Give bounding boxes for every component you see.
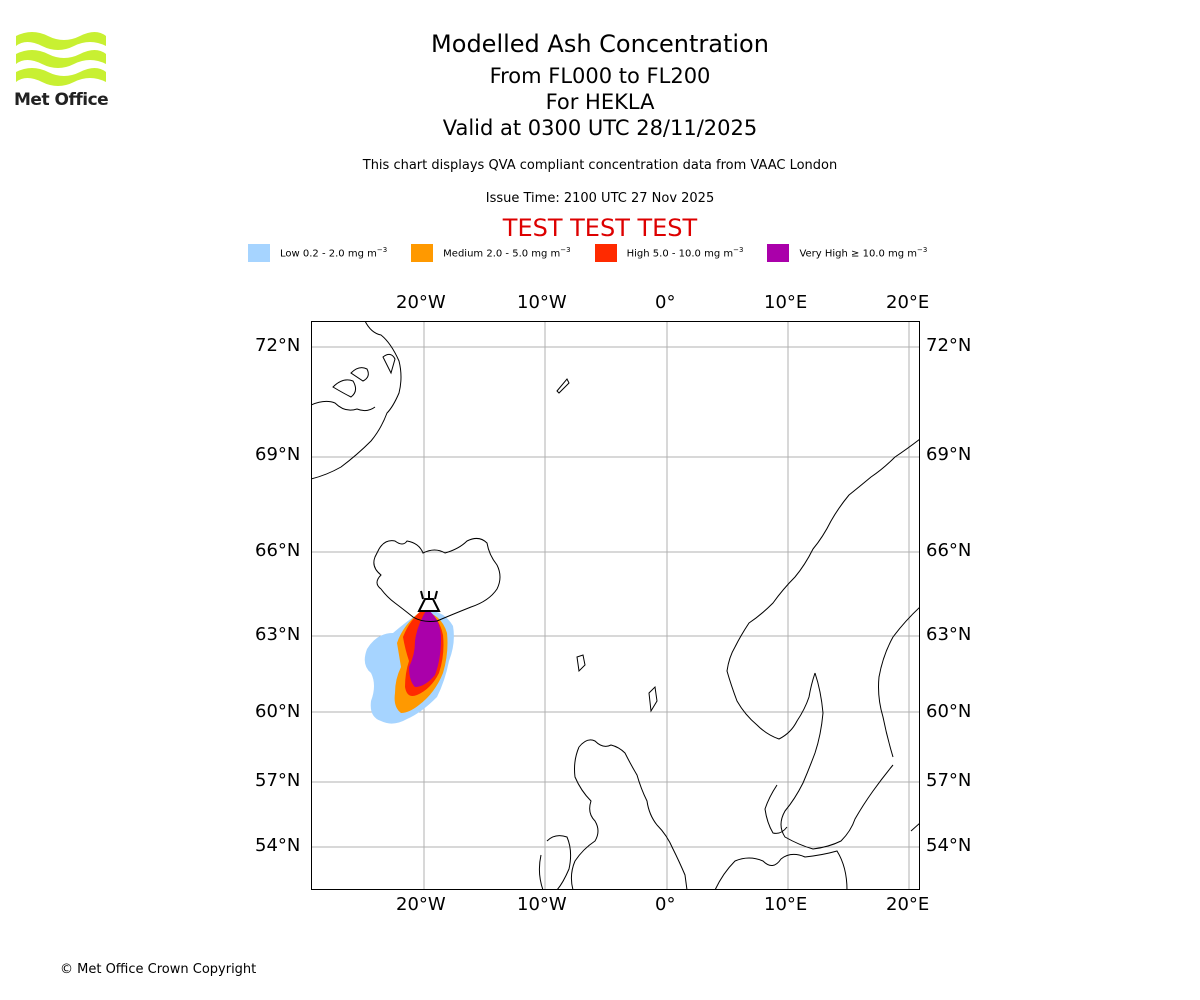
met-office-logo bbox=[14, 30, 108, 112]
ash-map bbox=[311, 321, 920, 890]
lat-tick-right-63n: 63°N bbox=[926, 624, 972, 645]
lat-tick-right-72n: 72°N bbox=[926, 335, 972, 356]
great-britain-coast bbox=[578, 739, 688, 890]
ash-plume bbox=[364, 609, 454, 724]
lon-tick-top-20e: 20°E bbox=[886, 292, 930, 313]
legend-item-high: High 5.0 - 10.0 mg m−3 bbox=[594, 244, 743, 262]
lat-tick-left-69n: 69°N bbox=[255, 444, 301, 465]
map-frame bbox=[311, 321, 920, 890]
volcano-icon bbox=[417, 590, 441, 612]
valid-time: Valid at 0300 UTC 28/11/2025 bbox=[442, 116, 758, 140]
ireland-coast bbox=[538, 835, 572, 890]
lat-tick-left-63n: 63°N bbox=[255, 624, 301, 645]
lat-tick-right-54n: 54°N bbox=[926, 835, 972, 856]
map-gridlines bbox=[311, 321, 920, 890]
met-office-logo-text: Met Office bbox=[14, 90, 109, 110]
lat-tick-left-54n: 54°N bbox=[255, 835, 301, 856]
iceland-coast bbox=[373, 537, 501, 622]
chart-title: Modelled Ash Concentration bbox=[431, 30, 769, 58]
legend-swatch-very-high bbox=[767, 244, 790, 262]
sweden-coast bbox=[780, 672, 894, 850]
legend-label-very-high: Very High ≥ 10.0 mg m bbox=[799, 248, 918, 260]
legend-label-medium: Medium 2.0 - 5.0 mg m bbox=[443, 248, 561, 260]
lon-tick-bottom-10w: 10°W bbox=[517, 894, 567, 915]
ash-very-high-area bbox=[409, 609, 441, 687]
lon-tick-bottom-20w: 20°W bbox=[396, 894, 446, 915]
issue-time: Issue Time: 2100 UTC 27 Nov 2025 bbox=[485, 191, 715, 206]
lat-tick-right-60n: 60°N bbox=[926, 701, 972, 722]
test-banner: TEST TEST TEST bbox=[502, 214, 698, 242]
continental-europe-coast bbox=[714, 850, 848, 890]
lon-tick-top-10e: 10°E bbox=[764, 292, 808, 313]
volcano-name: For HEKLA bbox=[545, 90, 655, 114]
legend-item-low: Low 0.2 - 2.0 mg m−3 bbox=[248, 244, 387, 262]
chart-description: This chart displays QVA compliant concen… bbox=[362, 158, 838, 173]
legend-item-medium: Medium 2.0 - 5.0 mg m−3 bbox=[411, 244, 571, 262]
greenland-coast bbox=[311, 321, 402, 480]
met-office-waves-icon bbox=[16, 32, 106, 86]
lon-tick-bottom-20e: 20°E bbox=[886, 894, 930, 915]
concentration-legend: Low 0.2 - 2.0 mg m−3 Medium 2.0 - 5.0 mg… bbox=[248, 242, 951, 264]
lon-tick-bottom-0: 0° bbox=[655, 894, 676, 915]
lat-tick-left-72n: 72°N bbox=[255, 335, 301, 356]
lat-tick-right-57n: 57°N bbox=[926, 770, 972, 791]
legend-item-very-high: Very High ≥ 10.0 mg m−3 bbox=[767, 244, 927, 262]
lat-tick-left-66n: 66°N bbox=[255, 540, 301, 561]
lat-tick-right-66n: 66°N bbox=[926, 540, 972, 561]
lon-tick-top-10w: 10°W bbox=[517, 292, 567, 313]
lat-tick-left-60n: 60°N bbox=[255, 701, 301, 722]
coastlines bbox=[311, 321, 920, 890]
lon-tick-top-20w: 20°W bbox=[396, 292, 446, 313]
lat-tick-right-69n: 69°N bbox=[926, 444, 972, 465]
faroe-islands-coast bbox=[576, 654, 586, 673]
legend-swatch-low bbox=[248, 244, 270, 262]
legend-label-high: High 5.0 - 10.0 mg m bbox=[626, 248, 734, 260]
jan-mayen-coast bbox=[556, 378, 570, 394]
lon-tick-bottom-10e: 10°E bbox=[764, 894, 808, 915]
flight-levels: From FL000 to FL200 bbox=[489, 64, 711, 88]
shetland-coast bbox=[648, 685, 658, 713]
norway-coast bbox=[726, 438, 920, 740]
legend-swatch-high bbox=[594, 244, 617, 262]
legend-swatch-medium bbox=[411, 244, 434, 262]
legend-label-low: Low 0.2 - 2.0 mg m bbox=[280, 248, 377, 260]
copyright-text: © Met Office Crown Copyright bbox=[60, 962, 257, 977]
lat-tick-left-57n: 57°N bbox=[255, 770, 301, 791]
lon-tick-top-0: 0° bbox=[655, 292, 676, 313]
denmark-coast bbox=[764, 784, 788, 834]
